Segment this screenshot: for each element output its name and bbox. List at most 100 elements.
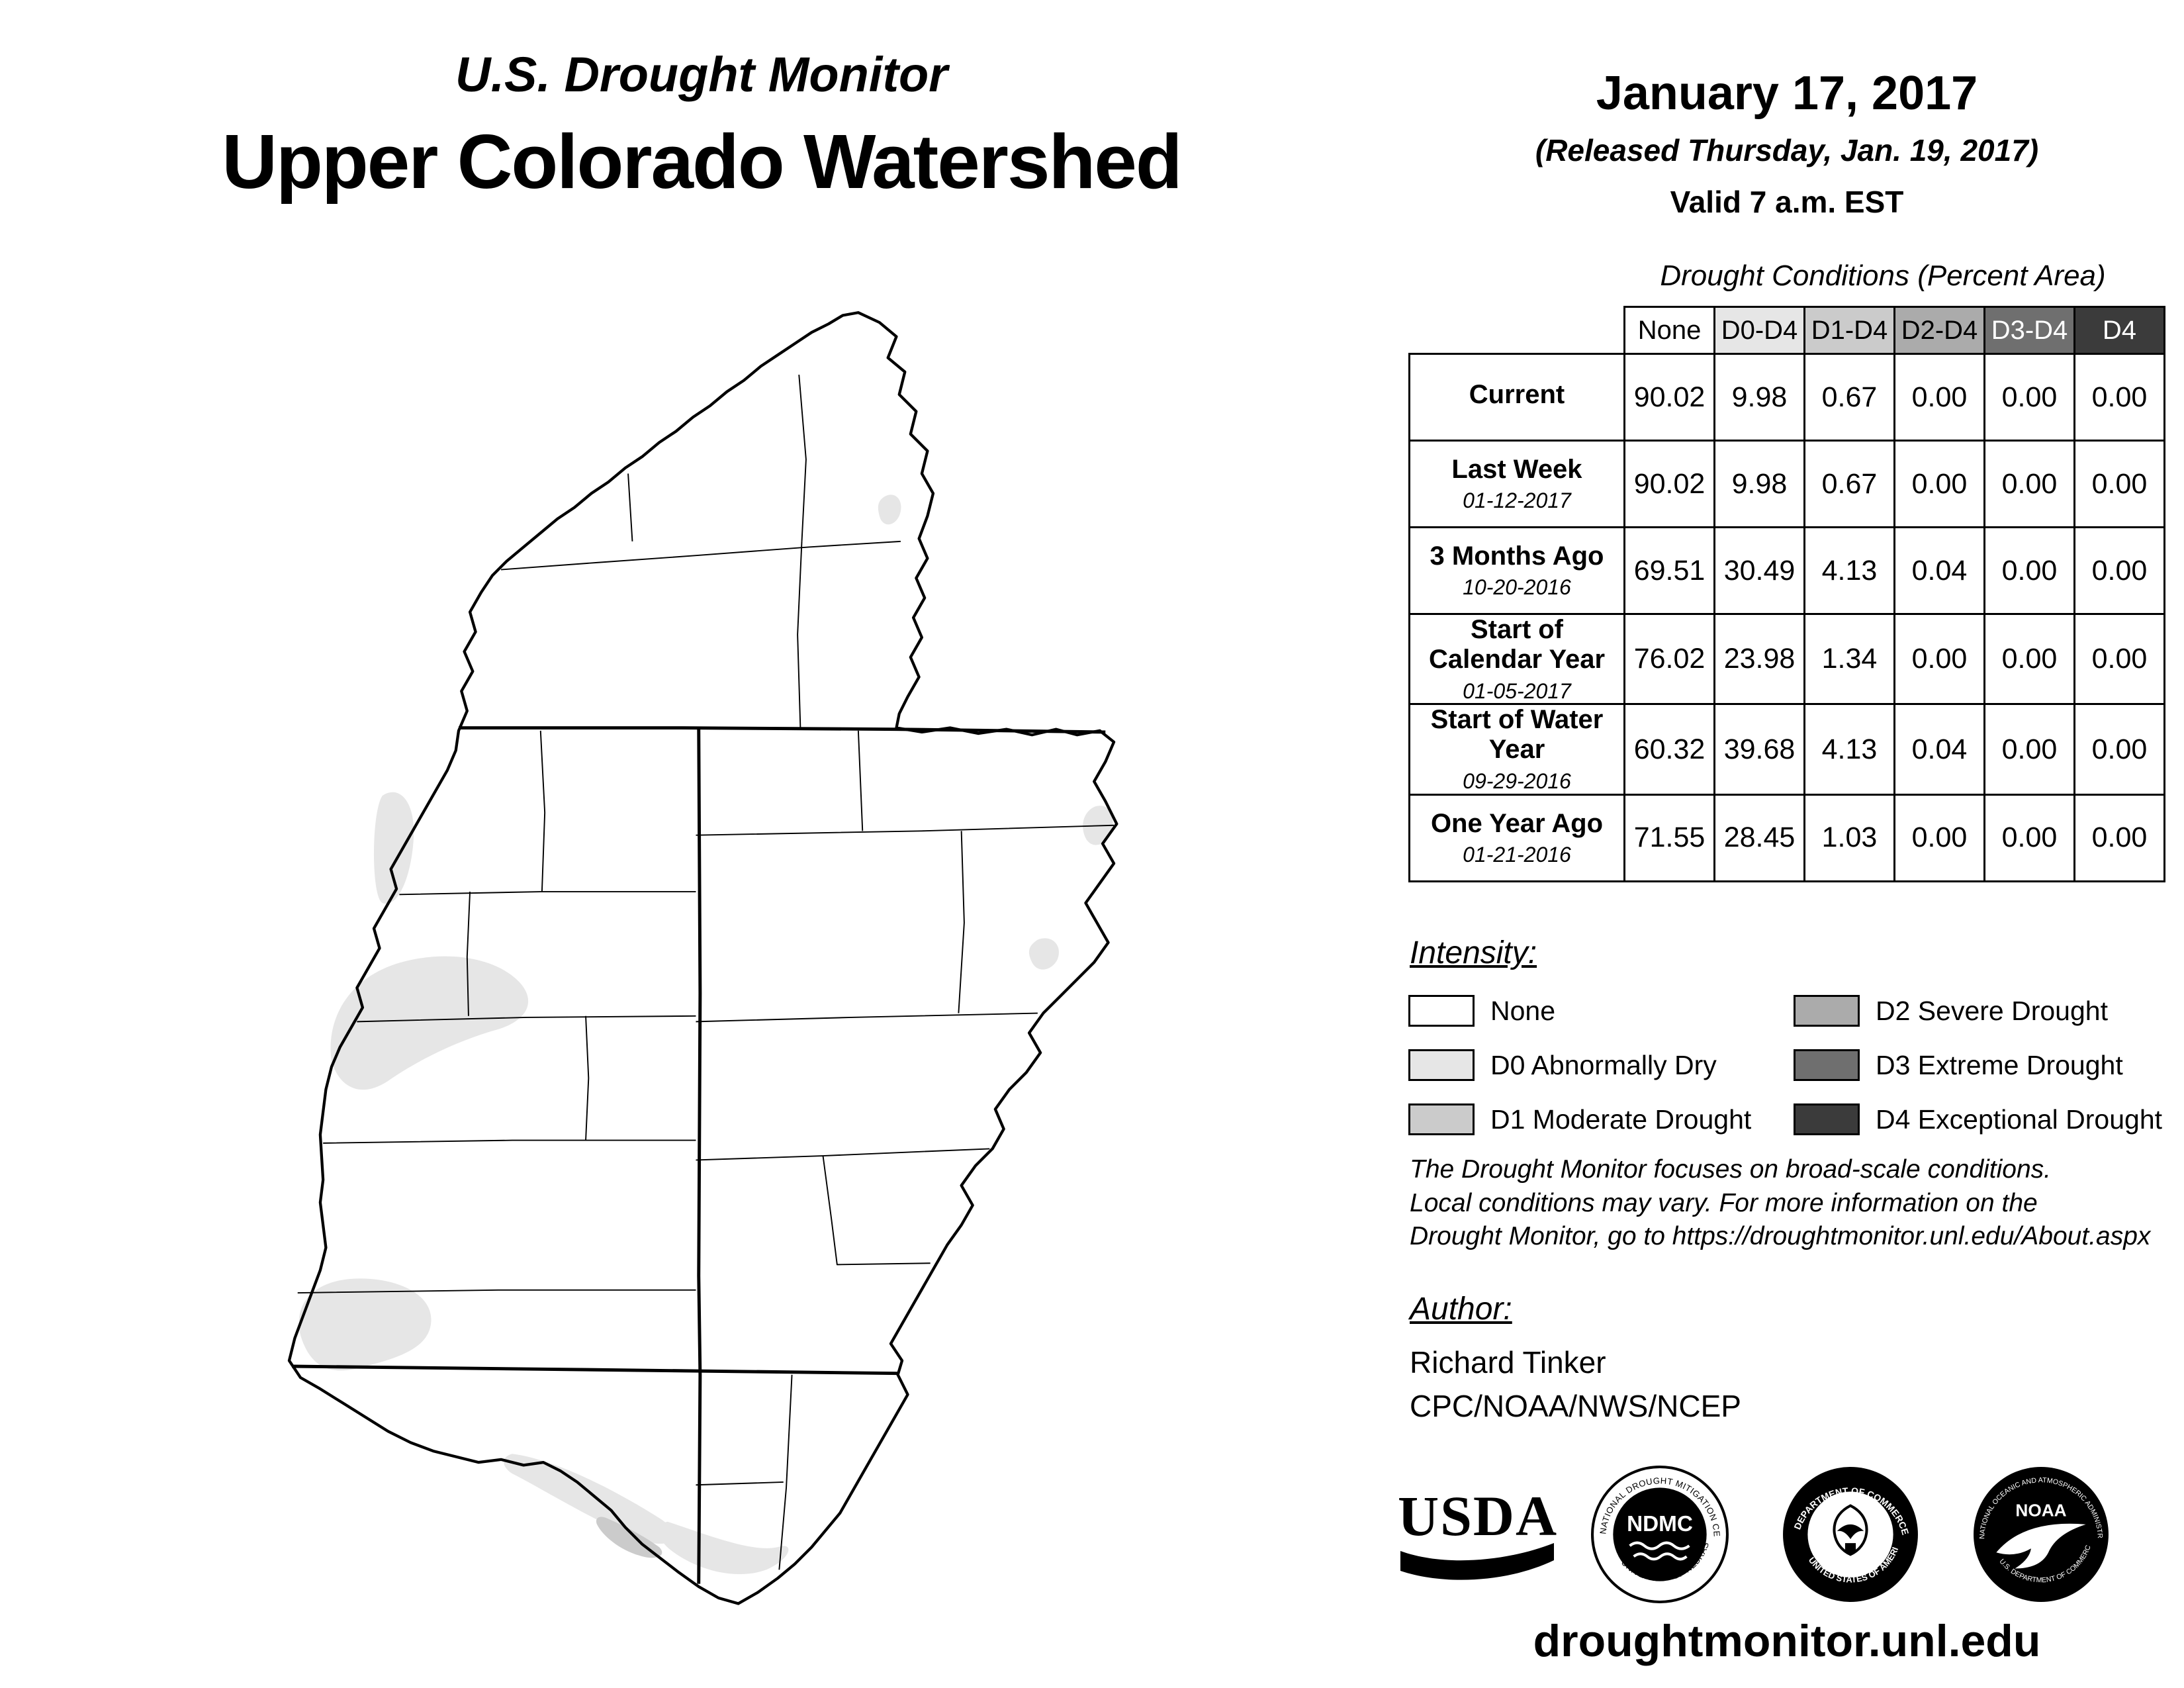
table-cell: 0.00 — [2073, 526, 2165, 615]
commerce-eagle-icon — [1833, 1504, 1868, 1556]
table-cell: 90.02 — [1623, 440, 1715, 528]
author-block: Author: Richard Tinker CPC/NOAA/NWS/NCEP — [1410, 1291, 1741, 1424]
table-cell: 0.00 — [1893, 440, 1985, 528]
table-row: 3 Months Ago 10-20-2016 69.51 30.49 4.13 … — [1408, 526, 2165, 615]
valid-time: Valid 7 a.m. EST — [1670, 185, 1904, 219]
table-row: One Year Ago 01-21-2016 71.55 28.45 1.03 … — [1408, 793, 2165, 882]
row-label-one-year-ago: One Year Ago 01-21-2016 — [1408, 793, 1625, 882]
watershed-map — [287, 311, 1118, 1605]
table-cell: 0.00 — [1983, 793, 2075, 882]
release-date: (Released Thursday, Jan. 19, 2017) — [1535, 133, 2039, 167]
legend-swatch-d3 — [1794, 1049, 1860, 1081]
drought-area-d0 — [298, 494, 1113, 1575]
table-cell: 1.34 — [1803, 612, 1895, 706]
legend-item-d1: D1 Moderate Drought — [1408, 1092, 1794, 1147]
table-cell: 23.98 — [1713, 612, 1805, 706]
disclaimer-text: The Drought Monitor focuses on broad-sca… — [1410, 1155, 2151, 1251]
table-cell: 0.00 — [2073, 703, 2165, 796]
row-label-last-week: Last Week 01-12-2017 — [1408, 440, 1625, 528]
col-header-none: None — [1623, 306, 1715, 355]
author-name: Richard Tinker — [1410, 1345, 1606, 1380]
legend-item-d3: D3 Extreme Drought — [1794, 1038, 2183, 1092]
header-blank-cell — [1409, 306, 1625, 354]
col-header-d1d4: D1-D4 — [1803, 306, 1895, 355]
table-cell: 0.04 — [1893, 526, 1985, 615]
usda-logo-text: USDA — [1398, 1484, 1559, 1548]
table-cell: 90.02 — [1623, 353, 1715, 442]
date-block: January 17, 2017 (Released Thursday, Jan… — [1430, 66, 2144, 220]
table-row: Last Week 01-12-2017 90.02 9.98 0.67 0.00… — [1408, 440, 2165, 528]
legend-swatch-d4 — [1794, 1103, 1860, 1135]
county-lines — [297, 374, 1115, 1570]
table-cell: 0.00 — [1893, 353, 1985, 442]
table-cell: 28.45 — [1713, 793, 1805, 882]
table-cell: 0.00 — [2073, 353, 2165, 442]
ndmc-logo-text: NDMC — [1627, 1512, 1693, 1536]
table-cell: 0.04 — [1893, 703, 1985, 796]
table-cell: 69.51 — [1623, 526, 1715, 615]
map-date: January 17, 2017 — [1596, 67, 1978, 120]
table-row: Start of Water Year 09-29-2016 60.32 39.6… — [1408, 703, 2165, 796]
noaa-bird-icon — [1996, 1523, 2086, 1569]
table-cell: 39.68 — [1713, 703, 1805, 796]
footer-url: droughtmonitor.unl.edu — [1533, 1616, 2041, 1666]
table-cell: 0.00 — [1983, 440, 2075, 528]
table-cell: 0.00 — [1983, 526, 2075, 615]
table-cell: 0.67 — [1803, 440, 1895, 528]
table-cell: 0.00 — [1983, 703, 2075, 796]
table-cell: 1.03 — [1803, 793, 1895, 882]
noaa-logo-text: NOAA — [2015, 1501, 2066, 1521]
table-cell: 4.13 — [1803, 526, 1895, 615]
legend-item-d0: D0 Abnormally Dry — [1408, 1038, 1794, 1092]
row-label-start-calendar-year: Start of Calendar Year 01-05-2017 — [1408, 612, 1625, 706]
legend-title: Intensity: — [1410, 935, 1537, 970]
row-label-start-water-year: Start of Water Year 09-29-2016 — [1408, 703, 1625, 796]
intensity-legend: None D0 Abnormally Dry D1 Moderate Droug… — [1408, 984, 2183, 1147]
table-cell: 30.49 — [1713, 526, 1805, 615]
legend-swatch-none — [1408, 995, 1475, 1027]
table-row: Start of Calendar Year 01-05-2017 76.02 2… — [1408, 612, 2165, 706]
region-title: Upper Colorado Watershed — [222, 118, 1182, 205]
table-cell: 0.00 — [1893, 612, 1985, 706]
table-cell: 9.98 — [1713, 440, 1805, 528]
table-cell: 0.67 — [1803, 353, 1895, 442]
noaa-logo: NATIONAL OCEANIC AND ATMOSPHERIC ADMINIS… — [1971, 1464, 2109, 1602]
title-block: U.S. Drought Monitor Upper Colorado Wate… — [93, 46, 1310, 206]
ndmc-logo: NATIONAL DROUGHT MITIGATION CENTER UNIVE… — [1590, 1464, 1729, 1603]
table-cell: 60.32 — [1623, 703, 1715, 796]
table-cell: 71.55 — [1623, 793, 1715, 882]
table-cell: 0.00 — [2073, 440, 2165, 528]
ndmc-wave-icon — [1629, 1541, 1690, 1550]
table-title: Drought Conditions (Percent Area) — [1660, 259, 2106, 292]
table-row: Current 90.02 9.98 0.67 0.00 0.00 0.00 — [1408, 353, 2165, 442]
watershed-outline — [287, 311, 1118, 1605]
usda-logo: USDA — [1398, 1484, 1559, 1593]
legend-swatch-d2 — [1794, 995, 1860, 1027]
legend-item-none: None — [1408, 984, 1794, 1038]
table-cell: 0.00 — [2073, 612, 2165, 706]
row-label-current: Current — [1408, 353, 1625, 442]
ndmc-wave-icon — [1633, 1552, 1688, 1561]
table-cell: 0.00 — [2073, 793, 2165, 882]
table-cell: 9.98 — [1713, 353, 1805, 442]
report-title: U.S. Drought Monitor — [455, 47, 948, 102]
usda-swoosh — [1400, 1543, 1554, 1581]
table-cell: 4.13 — [1803, 703, 1895, 796]
col-header-d4: D4 — [2073, 306, 2165, 355]
commerce-seal-logo: DEPARTMENT OF COMMERCE UNITED STATES OF … — [1780, 1464, 1918, 1602]
legend-swatch-d0 — [1408, 1049, 1475, 1081]
row-label-3-months-ago: 3 Months Ago 10-20-2016 — [1408, 526, 1625, 615]
table-header-row: None D0-D4 D1-D4 D2-D4 D3-D4 D4 — [1409, 306, 2165, 355]
table-cell: 0.00 — [1893, 793, 1985, 882]
table-cell: 76.02 — [1623, 612, 1715, 706]
legend-item-d4: D4 Exceptional Drought — [1794, 1092, 2183, 1147]
author-heading: Author: — [1410, 1291, 1512, 1327]
legend-swatch-d1 — [1408, 1103, 1475, 1135]
table-cell: 0.00 — [1983, 353, 2075, 442]
col-header-d2d4: D2-D4 — [1893, 306, 1985, 355]
legend-item-d2: D2 Severe Drought — [1794, 984, 2183, 1038]
col-header-d3d4: D3-D4 — [1983, 306, 2075, 355]
table-cell: 0.00 — [1983, 612, 2075, 706]
author-org: CPC/NOAA/NWS/NCEP — [1410, 1389, 1741, 1423]
